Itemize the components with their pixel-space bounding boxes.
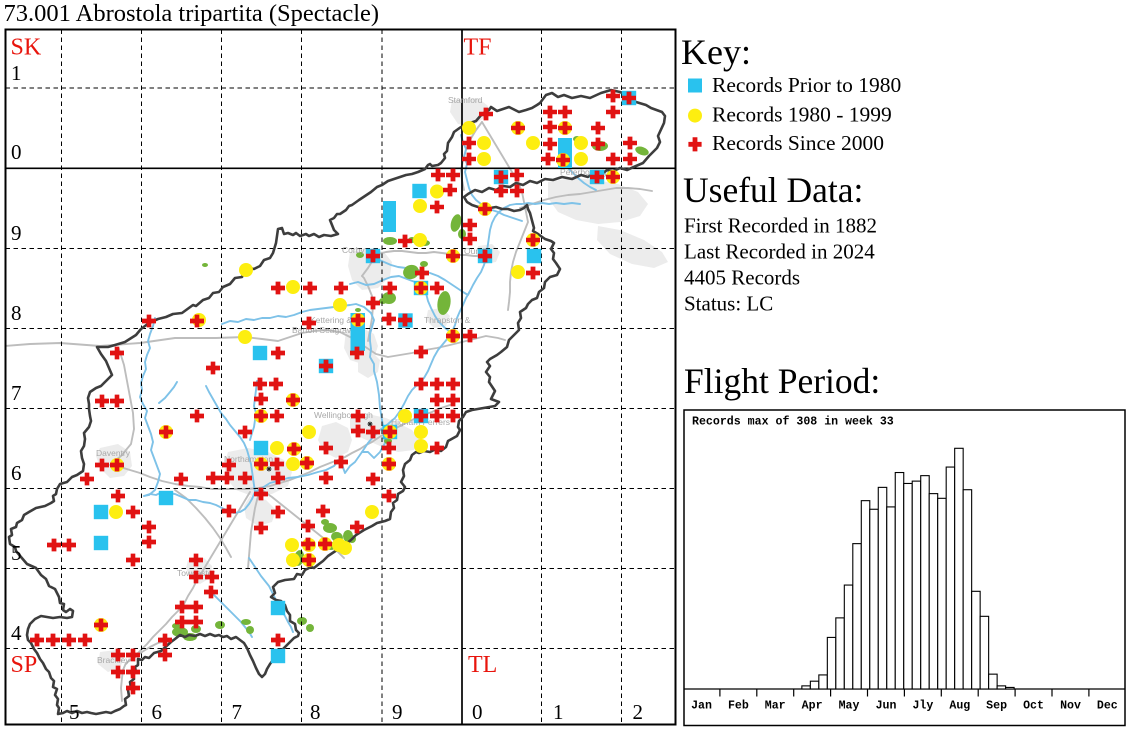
svg-text:9: 9 bbox=[11, 221, 22, 245]
svg-text:2: 2 bbox=[633, 700, 644, 724]
svg-text:7: 7 bbox=[11, 381, 22, 405]
svg-text:Aug: Aug bbox=[949, 700, 970, 713]
svg-text:73.001 Abrostola tripartita (S: 73.001 Abrostola tripartita (Spectacle) bbox=[4, 0, 380, 27]
svg-text:Northampton: Northampton bbox=[224, 454, 273, 464]
svg-text:5: 5 bbox=[11, 541, 22, 565]
svg-text:Dec: Dec bbox=[1097, 700, 1118, 713]
svg-text:Wellingborough: Wellingborough bbox=[314, 410, 373, 420]
svg-text:Peterborough: Peterborough bbox=[560, 167, 612, 177]
svg-text:Key:: Key: bbox=[681, 32, 751, 72]
svg-text:Jan: Jan bbox=[691, 700, 712, 713]
svg-text:Records max of 308 in week 33: Records max of 308 in week 33 bbox=[692, 416, 894, 429]
svg-text:1: 1 bbox=[553, 700, 564, 724]
svg-text:Corby: Corby bbox=[342, 245, 365, 255]
svg-text:SK: SK bbox=[11, 35, 42, 61]
svg-text:Kettering &: Kettering & bbox=[310, 315, 352, 325]
svg-text:1: 1 bbox=[11, 61, 22, 85]
svg-text:6: 6 bbox=[11, 461, 22, 485]
svg-text:6: 6 bbox=[152, 700, 163, 724]
svg-text:Status: LC: Status: LC bbox=[684, 291, 773, 315]
svg-text:Records Prior to 1980: Records Prior to 1980 bbox=[712, 73, 901, 97]
svg-text:Thrapston &: Thrapston & bbox=[424, 315, 471, 325]
svg-text:4: 4 bbox=[11, 621, 22, 645]
svg-text:9: 9 bbox=[392, 700, 403, 724]
svg-text:Nov: Nov bbox=[1060, 700, 1081, 713]
svg-text:Sep: Sep bbox=[986, 700, 1007, 713]
svg-text:Jun: Jun bbox=[876, 700, 897, 713]
svg-text:May: May bbox=[839, 700, 860, 713]
svg-text:5: 5 bbox=[69, 700, 80, 724]
svg-text:TL: TL bbox=[468, 652, 497, 678]
svg-text:Jly: Jly bbox=[912, 700, 933, 713]
svg-text:0: 0 bbox=[472, 700, 483, 724]
svg-text:Useful Data:: Useful Data: bbox=[683, 170, 863, 210]
svg-text:8: 8 bbox=[11, 301, 22, 325]
svg-text:Apr: Apr bbox=[802, 700, 823, 713]
svg-text:Feb: Feb bbox=[728, 700, 749, 713]
svg-text:Brackley: Brackley bbox=[97, 655, 130, 665]
svg-text:First Recorded in 1882: First Recorded in 1882 bbox=[684, 213, 877, 237]
svg-text:0: 0 bbox=[11, 140, 22, 164]
svg-text:Mar: Mar bbox=[765, 700, 786, 713]
svg-text:SP: SP bbox=[11, 652, 38, 678]
svg-text:Last Recorded in 2024: Last Recorded in 2024 bbox=[684, 239, 875, 263]
svg-text:Stamford: Stamford bbox=[448, 95, 483, 105]
svg-text:8: 8 bbox=[310, 700, 321, 724]
svg-text:Records 1980 - 1999: Records 1980 - 1999 bbox=[712, 103, 892, 127]
svg-text:Daventry: Daventry bbox=[96, 448, 131, 458]
svg-text:Barton Seagrave: Barton Seagrave bbox=[292, 325, 356, 335]
svg-text:Oct: Oct bbox=[1023, 700, 1044, 713]
svg-text:Records Since 2000: Records Since 2000 bbox=[712, 131, 884, 155]
svg-text:TF: TF bbox=[464, 35, 492, 61]
svg-text:Flight Period:: Flight Period: bbox=[684, 361, 880, 401]
svg-text:4405 Records: 4405 Records bbox=[684, 265, 800, 289]
svg-text:7: 7 bbox=[232, 700, 243, 724]
